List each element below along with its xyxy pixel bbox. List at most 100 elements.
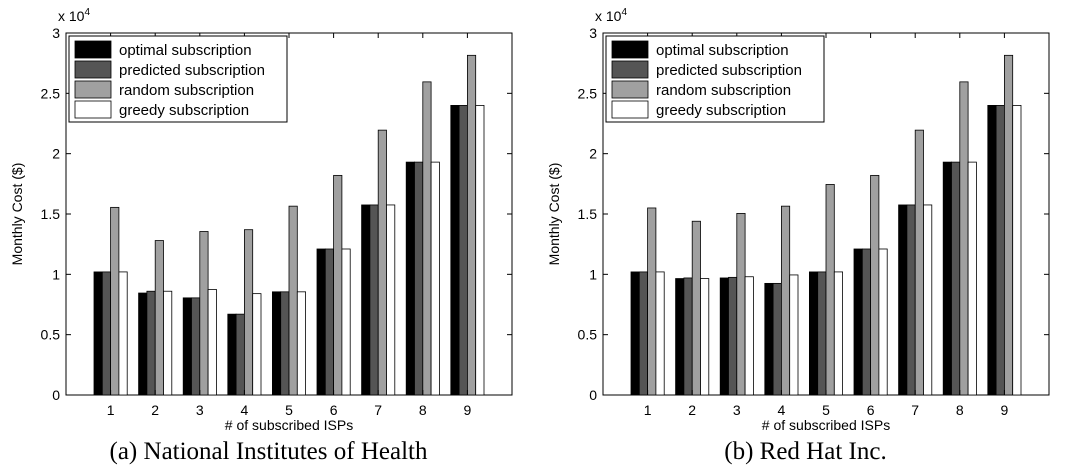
x-tick-label: 7 — [374, 402, 382, 418]
x-tick-label: 8 — [956, 402, 964, 418]
bar-greedy-9 — [475, 105, 485, 396]
bar-optimal-8 — [405, 161, 415, 396]
legend-label: greedy subscription — [656, 102, 786, 119]
bar-random-4 — [780, 205, 791, 396]
bar-optimal-6 — [853, 248, 863, 396]
x-axis-label: # of subscribed ISPs — [225, 417, 353, 433]
bar-random-6 — [333, 174, 343, 396]
bar-random-9 — [466, 54, 477, 396]
bar-optimal-6 — [316, 248, 326, 396]
bar-random-5 — [288, 205, 298, 396]
y-multiplier-label: x 104 — [58, 7, 90, 24]
y-tick-label: 0 — [52, 387, 60, 403]
bar-predicted-3 — [191, 297, 201, 396]
bar-greedy-4 — [789, 274, 799, 396]
bar-optimal-3 — [719, 277, 729, 396]
y-tick-label: 1.5 — [41, 206, 61, 222]
y-multiplier-exponent: 4 — [621, 7, 627, 18]
bar-random-9 — [1003, 54, 1014, 396]
bar-optimal-4 — [227, 313, 237, 396]
bar-greedy-7 — [386, 204, 396, 396]
panel-b: 0 0.5 1 1.5 2 2.5 3 x 104 1 2 3 4 5 6 7 8 9 # of subscrib… — [537, 0, 1074, 471]
bar-greedy-8 — [430, 161, 440, 396]
bar-predicted-5 — [280, 291, 290, 396]
bar-optimal-9 — [987, 105, 997, 396]
bar-optimal-2 — [138, 292, 148, 396]
y-tick-label: 2.5 — [41, 85, 61, 101]
x-tick-label: 6 — [330, 402, 338, 418]
caption-a: (a) National Institutes of Health — [109, 438, 428, 465]
legend-swatch — [74, 100, 112, 119]
legend-label: predicted subscription — [119, 62, 265, 79]
bar-random-2 — [691, 220, 701, 396]
x-tick-label: 3 — [733, 402, 741, 418]
bar-predicted-2 — [146, 290, 156, 396]
bar-predicted-7 — [369, 204, 379, 396]
y-tick-label: 1 — [589, 266, 597, 282]
bar-predicted-6 — [324, 248, 334, 396]
bar-greedy-5 — [296, 291, 306, 396]
x-tick-label: 9 — [1001, 402, 1009, 418]
bar-optimal-7 — [361, 204, 371, 396]
x-tick-label: 9 — [464, 402, 472, 418]
bar-greedy-3 — [207, 289, 217, 396]
legend-label: predicted subscription — [656, 62, 802, 79]
y-axis-label: Monthly Cost ($) — [9, 163, 25, 266]
panel-a: 0 0.5 1 1.5 2 2.5 3 x 104 1 2 3 4 5 6 7 8 9 # of subscrib… — [9, 7, 513, 465]
legend-swatch — [74, 40, 112, 59]
bar-optimal-7 — [898, 204, 908, 396]
bar-optimal-5 — [808, 271, 819, 396]
bar-random-8 — [959, 81, 969, 396]
y-tick-label: 2.5 — [578, 85, 598, 101]
x-tick-label: 5 — [822, 402, 830, 418]
legend-swatch — [611, 40, 649, 59]
y-tick-label: 1 — [52, 266, 60, 282]
x-tick-label: 8 — [419, 402, 427, 418]
bar-greedy-8 — [967, 161, 977, 396]
x-tick-label: 6 — [867, 402, 875, 418]
x-tick-label: 4 — [778, 402, 786, 418]
x-tick-label: 1 — [644, 402, 652, 418]
bar-optimal-3 — [182, 297, 192, 396]
bar-greedy-9 — [1012, 105, 1022, 396]
legend-label: optimal subscription — [656, 42, 789, 59]
bar-random-5 — [825, 184, 835, 396]
x-tick-label: 2 — [688, 402, 696, 418]
x-tick-label: 1 — [107, 402, 115, 418]
x-tick-label: 2 — [151, 402, 159, 418]
bar-greedy-6 — [878, 248, 888, 396]
bar-predicted-4 — [235, 313, 245, 396]
bar-random-1 — [647, 207, 657, 396]
bar-optimal-4 — [764, 282, 774, 396]
legend-label: optimal subscription — [119, 42, 252, 59]
x-tick-label: 4 — [241, 402, 249, 418]
x-tick-label: 7 — [911, 402, 919, 418]
bar-optimal-8 — [942, 161, 952, 396]
legend-swatch — [611, 60, 649, 79]
bar-random-2 — [154, 240, 164, 396]
y-axis-label: Monthly Cost ($) — [546, 163, 562, 266]
bar-greedy-3 — [744, 276, 754, 396]
bar-greedy-5 — [833, 271, 843, 396]
bar-optimal-1 — [93, 271, 103, 396]
y-tick-label: 1.5 — [578, 206, 598, 222]
bar-predicted-8 — [414, 161, 424, 396]
bar-random-3 — [736, 212, 746, 396]
bar-greedy-6 — [341, 248, 351, 396]
bar-greedy-2 — [700, 278, 710, 396]
bar-optimal-9 — [450, 105, 460, 396]
bar-predicted-7 — [906, 204, 916, 396]
legend-swatch — [74, 60, 112, 79]
y-multiplier-label: x 104 — [595, 7, 627, 24]
bar-random-7 — [377, 129, 387, 396]
bar-optimal-1 — [630, 271, 640, 396]
x-axis-label: # of subscribed ISPs — [762, 417, 890, 433]
y-tick-label: 0.5 — [578, 327, 598, 343]
bar-random-4 — [243, 229, 254, 396]
y-tick-label: 3 — [52, 25, 60, 41]
bar-predicted-2 — [683, 277, 693, 396]
legend-swatch — [74, 80, 112, 99]
bar-greedy-7 — [923, 204, 933, 396]
